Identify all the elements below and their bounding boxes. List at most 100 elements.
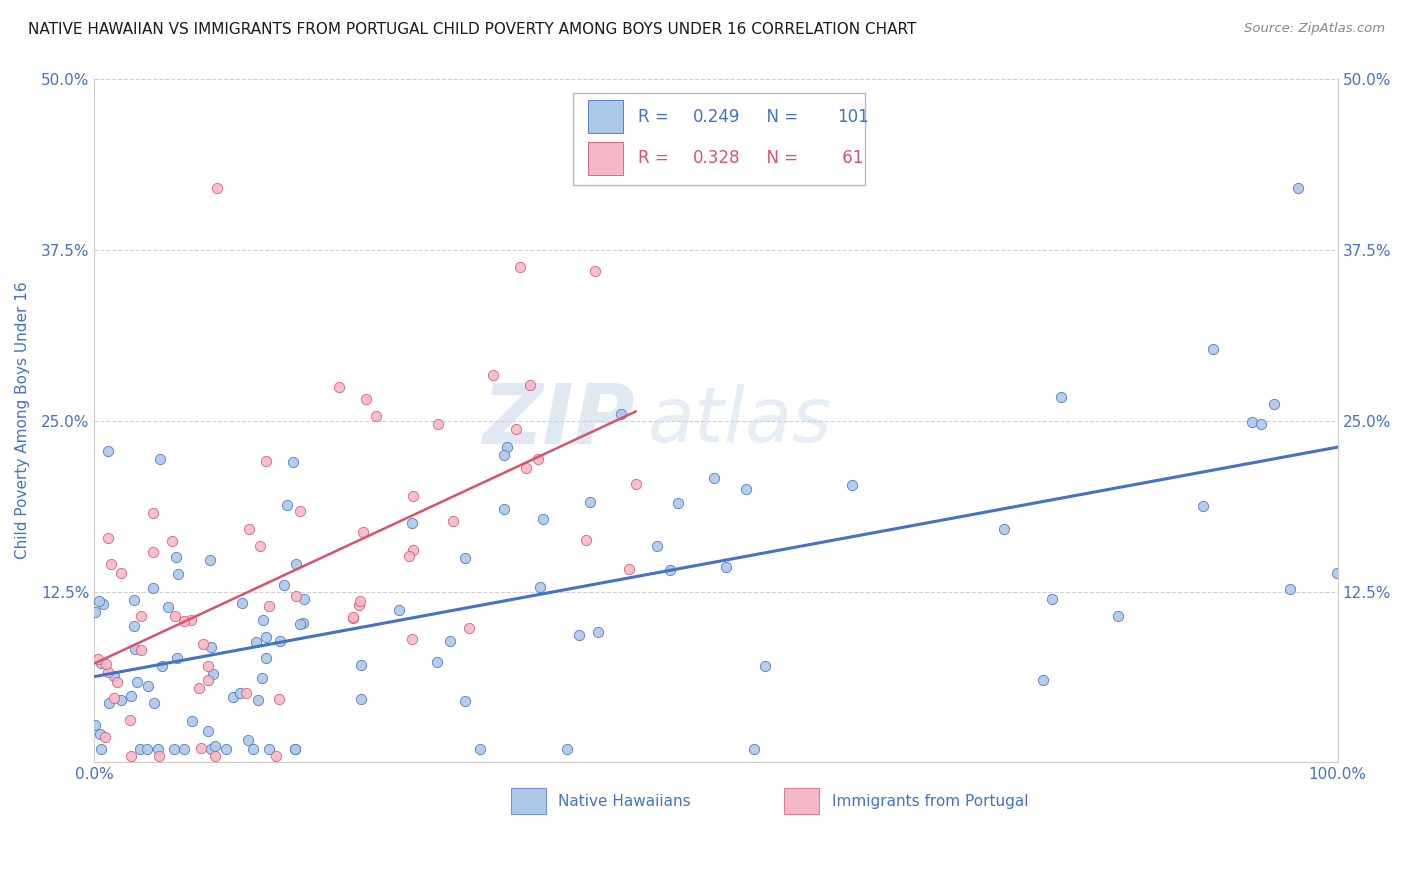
Point <box>93 730 115 744</box>
Point <box>162 534 184 549</box>
Point <box>426 655 449 669</box>
Point <box>142 545 165 559</box>
Point <box>492 501 515 516</box>
Point <box>575 533 598 547</box>
Point <box>252 614 274 628</box>
Point <box>215 741 238 756</box>
Point <box>273 577 295 591</box>
Point <box>454 694 477 708</box>
Point <box>284 741 307 756</box>
Text: R =: R = <box>638 108 673 126</box>
Point <box>235 685 257 699</box>
Point <box>1240 415 1263 429</box>
Point <box>87 593 110 607</box>
Point <box>350 692 373 706</box>
Point <box>401 516 423 531</box>
Point <box>1050 390 1073 404</box>
Point <box>269 634 291 648</box>
Point <box>238 522 260 536</box>
Point <box>283 455 305 469</box>
Point <box>267 691 290 706</box>
Text: 0.328: 0.328 <box>692 149 740 168</box>
Point <box>242 741 264 756</box>
Point <box>181 714 204 728</box>
Point <box>150 658 173 673</box>
Point <box>529 580 551 594</box>
Point <box>1107 608 1129 623</box>
Point <box>257 599 280 613</box>
Point <box>352 525 374 540</box>
Point <box>1040 592 1063 607</box>
Point <box>349 594 371 608</box>
Point <box>481 368 503 382</box>
Point <box>148 748 170 763</box>
Point <box>1250 417 1272 432</box>
Point <box>166 650 188 665</box>
Point <box>1192 500 1215 514</box>
Point <box>103 669 125 683</box>
Point <box>238 733 260 747</box>
FancyBboxPatch shape <box>588 100 623 133</box>
Point <box>91 597 114 611</box>
Point <box>96 657 118 672</box>
Point <box>1326 566 1348 580</box>
Point <box>703 470 725 484</box>
Point <box>205 181 228 195</box>
Point <box>1202 342 1225 356</box>
FancyBboxPatch shape <box>588 142 623 175</box>
Point <box>254 630 277 644</box>
Point <box>97 444 120 458</box>
Point <box>284 741 307 756</box>
Point <box>668 496 690 510</box>
Point <box>426 417 449 431</box>
Point <box>557 741 579 756</box>
Point <box>222 690 245 704</box>
Point <box>519 378 541 392</box>
Point <box>734 482 756 496</box>
Point <box>163 741 186 756</box>
Point <box>468 741 491 756</box>
Point <box>96 531 118 545</box>
Point <box>142 581 165 595</box>
Point <box>658 563 681 577</box>
Point <box>292 592 315 607</box>
Point <box>163 609 186 624</box>
Point <box>328 380 350 394</box>
Point <box>124 592 146 607</box>
Point <box>129 609 152 624</box>
Text: Native Hawaiians: Native Hawaiians <box>558 794 690 809</box>
Point <box>197 724 219 739</box>
Text: 101: 101 <box>837 108 869 126</box>
Text: Immigrants from Portugal: Immigrants from Portugal <box>832 794 1028 809</box>
Y-axis label: Child Poverty Among Boys Under 16: Child Poverty Among Boys Under 16 <box>15 282 30 559</box>
Point <box>193 637 215 651</box>
Point <box>588 624 610 639</box>
FancyBboxPatch shape <box>574 93 865 185</box>
Point <box>401 632 423 646</box>
Point <box>197 673 219 687</box>
Point <box>173 741 195 756</box>
Point <box>84 717 107 731</box>
Point <box>188 681 211 695</box>
Point <box>124 641 146 656</box>
Point <box>165 549 187 564</box>
Point <box>120 689 142 703</box>
Point <box>1278 582 1301 596</box>
Point <box>100 558 122 572</box>
Point <box>97 665 120 679</box>
Point <box>402 543 425 558</box>
Point <box>993 522 1015 536</box>
Point <box>1286 181 1309 195</box>
Point <box>583 264 606 278</box>
Point <box>173 614 195 628</box>
Point <box>247 693 270 707</box>
Point <box>200 640 222 654</box>
Point <box>190 741 212 756</box>
Point <box>495 440 517 454</box>
Point <box>533 512 555 526</box>
Point <box>90 741 112 756</box>
Point <box>122 618 145 632</box>
Point <box>350 658 373 673</box>
Point <box>245 635 267 649</box>
Point <box>610 407 633 421</box>
